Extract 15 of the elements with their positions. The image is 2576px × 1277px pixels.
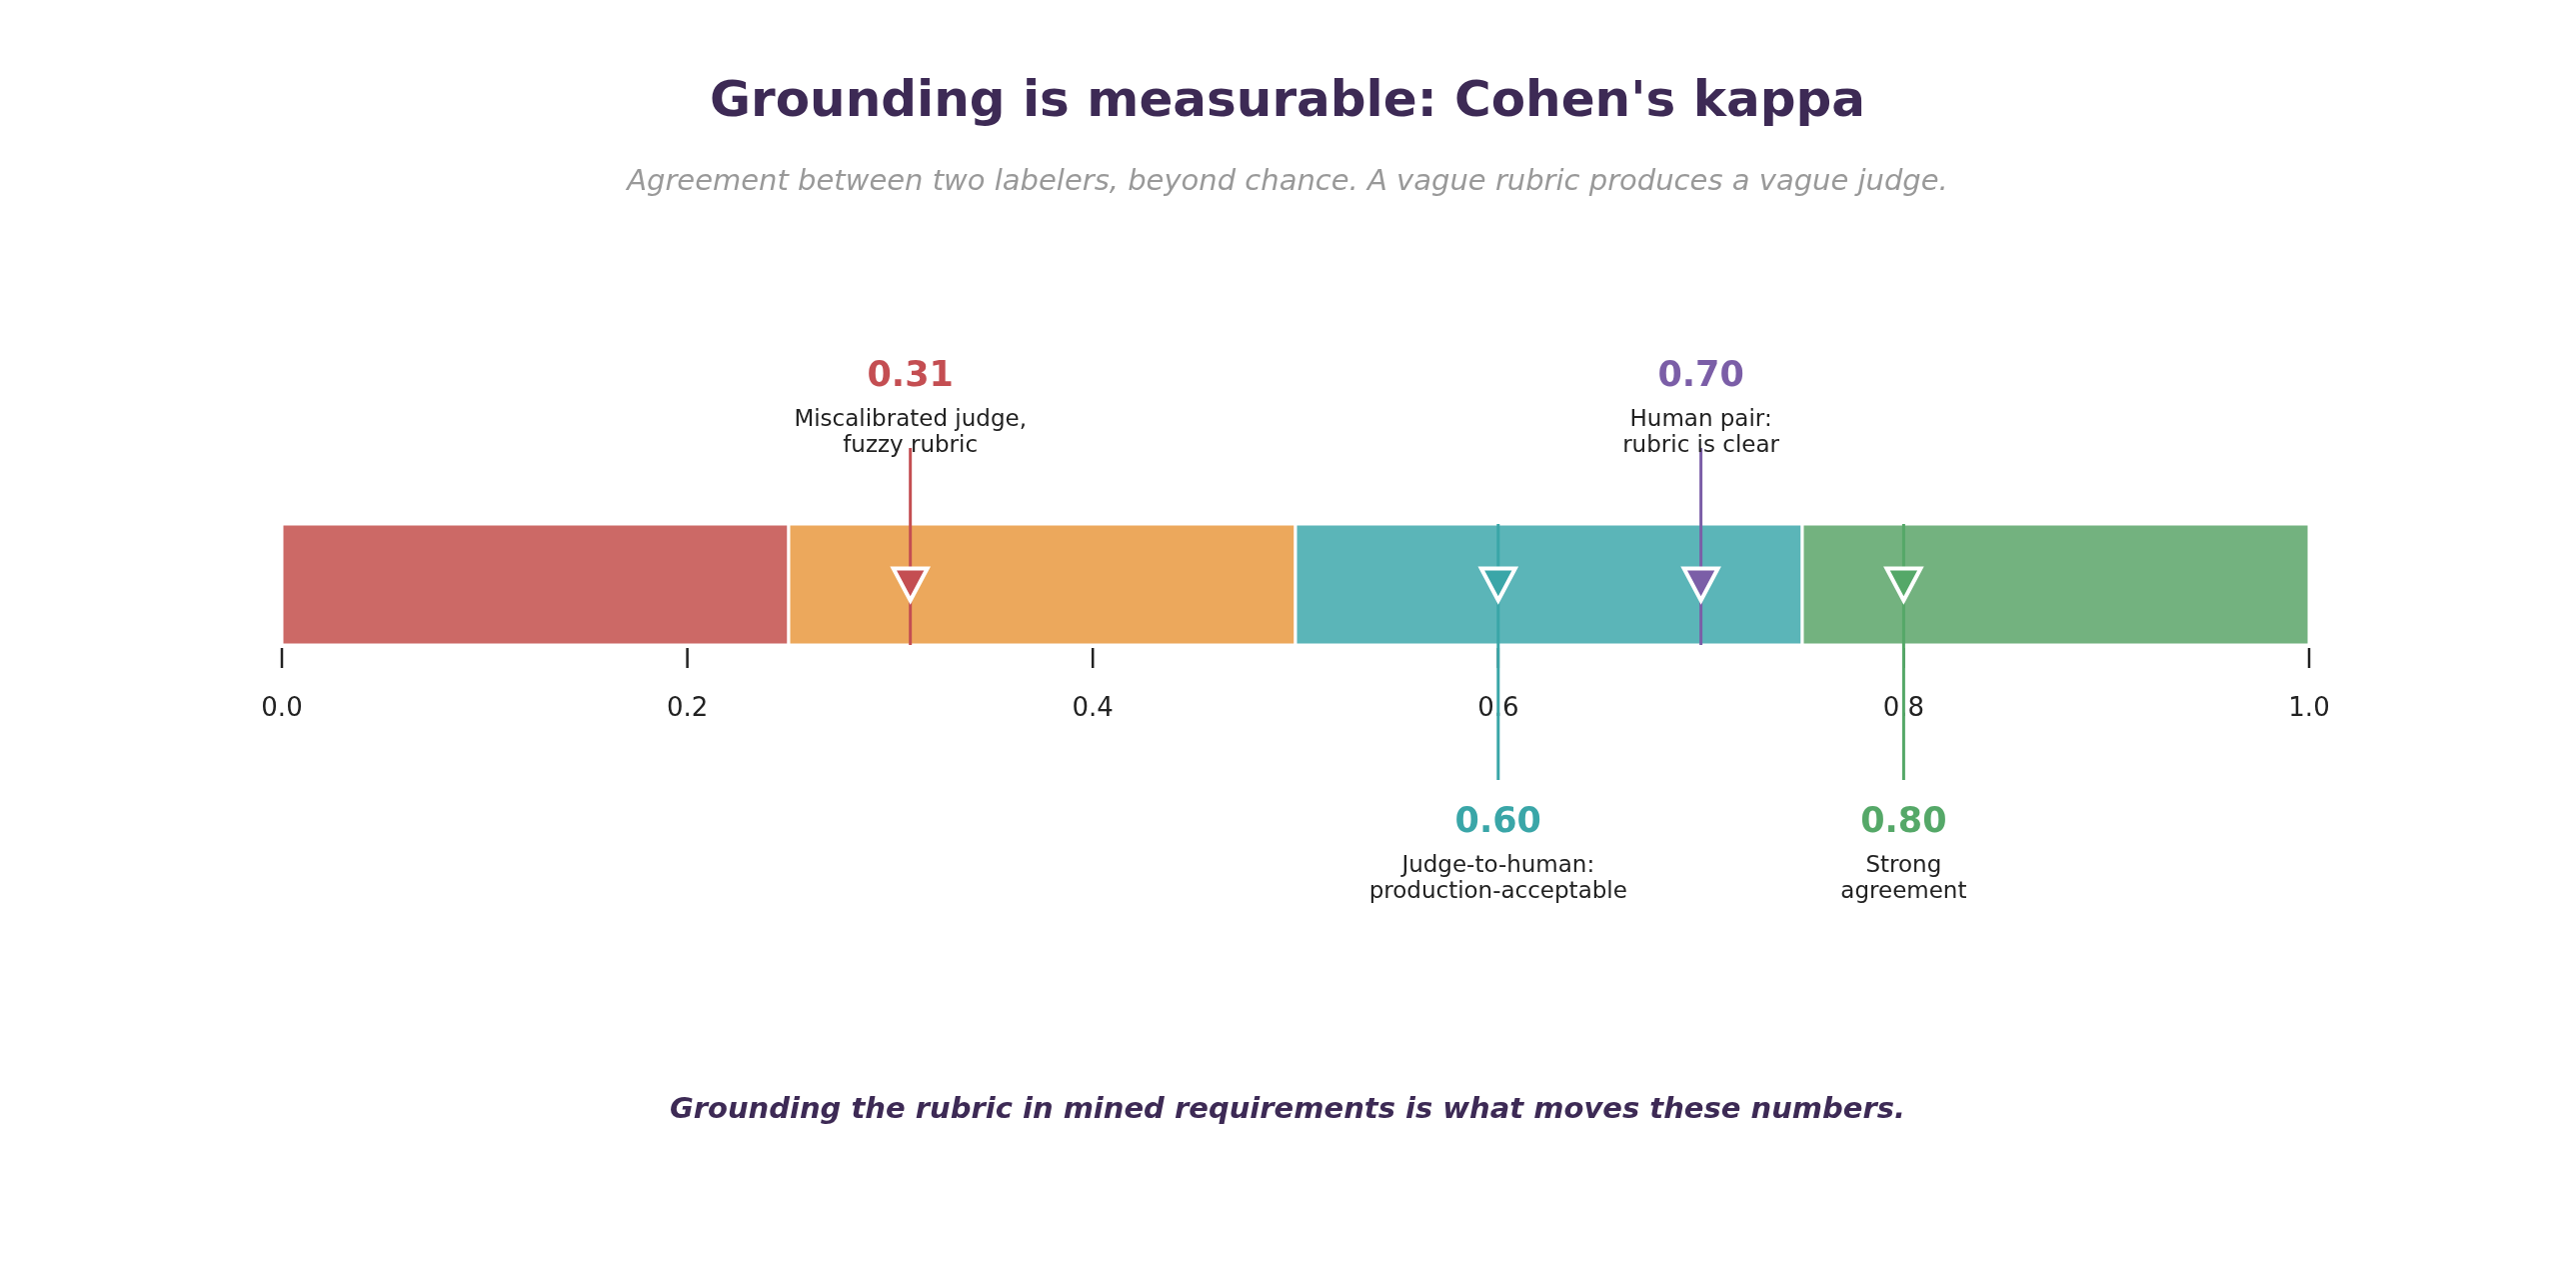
text: Miscalibrated judge, fuzzy rubric: [794, 405, 1027, 457]
x-tick-label: 0.0: [261, 692, 303, 722]
x-tick-label: 0.4: [1072, 692, 1114, 722]
chart-subtitle: Agreement between two labelers, beyond chance. A vague rubric produces a vague judge.: [625, 163, 1948, 197]
ref-line-label: 0.80: [1860, 800, 1947, 840]
text: Strong agreement: [1840, 851, 1967, 903]
chart-title: Grounding is measurable: Cohen's kappa: [710, 70, 1865, 128]
ref-line-label: 0.31: [867, 354, 954, 394]
ref-line-label: 0.60: [1454, 800, 1541, 840]
text: Human pair: rubric is clear: [1622, 405, 1780, 457]
x-tick-label: 1.0: [2288, 692, 2330, 722]
ref-line-label: 0.70: [1657, 354, 1744, 394]
text: Grounding the rubric in mined requirements is what moves these numbers.: [669, 1091, 1906, 1125]
text: Judge-to-human: production-acceptable: [1368, 851, 1627, 903]
x-tick-label: 0.2: [666, 692, 709, 722]
